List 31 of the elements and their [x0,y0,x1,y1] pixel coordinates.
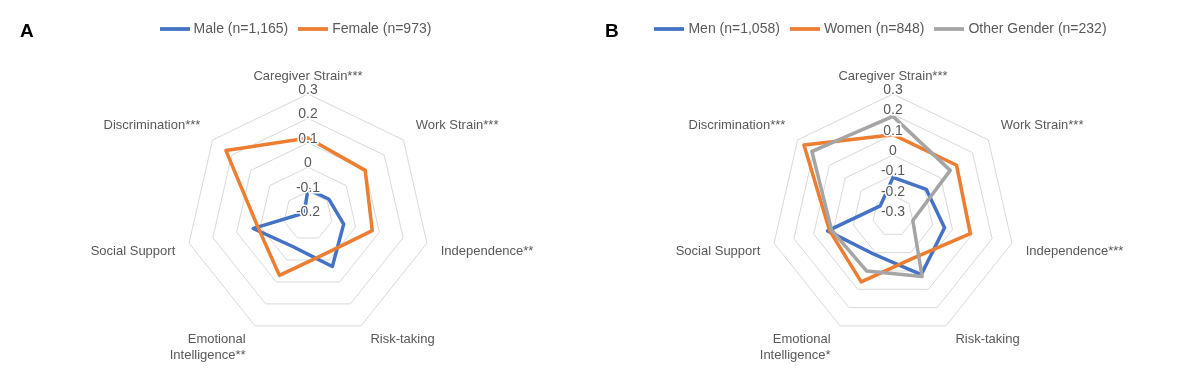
spoke-label: Risk-taking [955,331,1020,347]
spoke-label: Social Support [90,242,176,258]
y-tick-label: 0 [304,154,313,171]
chart-title: B [605,20,619,42]
spoke-label: Emotional Intelligence** [169,331,246,363]
legend-label: Women (n=848) [823,19,925,36]
y-tick-label: -0.1 [880,162,906,179]
y-tick-label: -0.3 [880,203,906,219]
y-tick-label: 0.1 [883,121,903,138]
y-tick-label: -0.1 [295,178,321,195]
y-tick-label: 0.3 [883,81,903,97]
chart-title: A [20,20,34,42]
spoke-label: Work Strain*** [1000,116,1084,132]
spoke-label: Caregiver Strain*** [838,68,948,83]
spoke-label: Emotional Intelligence* [759,331,831,363]
legend-label: Female (n=973) [332,19,432,36]
y-tick-label: 0.3 [298,81,318,97]
spoke-label: Independence*** [1025,242,1124,258]
spoke-label: Social Support [675,242,761,258]
spoke-label: Risk-taking [370,331,435,347]
legend-label: Other Gender (n=232) [968,19,1107,36]
legend-label: Men (n=1,058) [688,19,780,36]
spoke-label: Discrimination*** [688,116,786,132]
spoke-label: Independence** [440,242,534,258]
legend-label: Male (n=1,165) [193,19,289,36]
y-tick-label: 0.2 [298,105,318,122]
y-tick-label: 0 [889,142,898,158]
spoke-label: Work Strain*** [415,116,499,132]
spoke-label: Discrimination*** [103,116,201,132]
spoke-label: Caregiver Strain*** [253,68,363,83]
y-tick-label: 0.2 [883,101,903,118]
